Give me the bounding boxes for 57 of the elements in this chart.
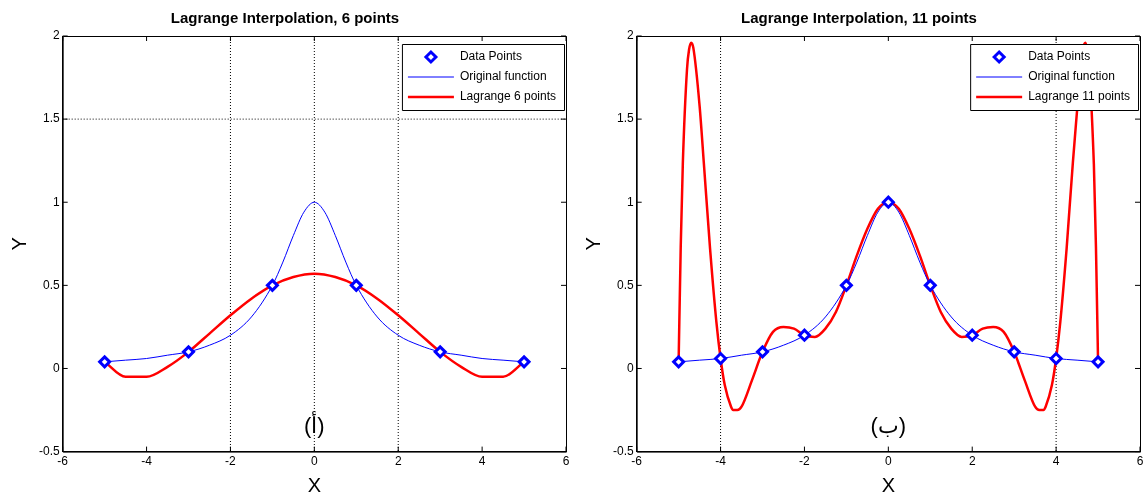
legend-label: Original function: [1028, 69, 1115, 84]
point: [1091, 355, 1105, 369]
x-tick-label: -4: [715, 454, 727, 469]
legend-label: Lagrange 6 points: [459, 89, 556, 104]
point: [923, 278, 937, 292]
y-tick-label: 1.5: [616, 111, 634, 126]
legend-label: Lagrange 11 points: [1028, 89, 1130, 104]
y-tick-label: 0: [626, 360, 634, 375]
point: [1049, 352, 1063, 366]
legend-label: Original function: [459, 69, 547, 84]
x-tick-label: -2: [799, 454, 811, 469]
x-tick-label: 6: [1136, 454, 1144, 469]
x-tick-label: 6: [562, 454, 570, 469]
x-tick-label: 4: [1052, 454, 1060, 469]
y-tick-label: 1.5: [42, 111, 60, 126]
x-tick-label: -2: [225, 454, 237, 469]
point: [265, 278, 279, 292]
point: [839, 278, 853, 292]
annotation: (ب): [870, 412, 907, 438]
x-axis-title: X: [307, 473, 322, 496]
y-tick-label: 2: [626, 28, 634, 43]
point: [714, 352, 728, 366]
y-axis-title: Y: [7, 237, 30, 251]
y-tick-label: 1: [626, 194, 634, 209]
x-tick-label: -6: [631, 454, 643, 469]
legend-label: Data Points: [1028, 49, 1091, 64]
point: [965, 328, 979, 342]
annotation: (أ): [304, 409, 325, 438]
x-tick-label: -6: [57, 454, 69, 469]
legend-label: Data Points: [459, 49, 522, 64]
y-tick-label: 2: [52, 28, 60, 43]
chart-title: Lagrange Interpolation, 6 points: [170, 9, 400, 27]
point: [433, 345, 447, 359]
x-tick-label: -4: [141, 454, 153, 469]
point: [881, 195, 895, 209]
y-tick-label: 0.5: [42, 277, 60, 292]
y-tick-label: 0: [52, 360, 60, 375]
point: [98, 355, 112, 369]
point: [182, 345, 196, 359]
x-tick-label: 4: [478, 454, 486, 469]
x-tick-label: 2: [968, 454, 976, 469]
y-tick-label: -0.5: [612, 443, 634, 458]
x-axis-title: X: [881, 473, 896, 496]
y-axis-title: Y: [581, 237, 604, 251]
point: [517, 355, 531, 369]
y-tick-label: 1: [52, 194, 60, 209]
point: [672, 355, 686, 369]
x-tick-label: 0: [311, 454, 318, 469]
x-tick-label: 2: [394, 454, 402, 469]
point: [756, 345, 770, 359]
point: [349, 278, 363, 292]
chart-title: Lagrange Interpolation, 11 points: [741, 9, 977, 27]
y-tick-label: -0.5: [38, 443, 60, 458]
point: [797, 328, 811, 342]
x-tick-label: 0: [885, 454, 892, 469]
y-tick-label: 0.5: [616, 277, 634, 292]
point: [1007, 345, 1021, 359]
